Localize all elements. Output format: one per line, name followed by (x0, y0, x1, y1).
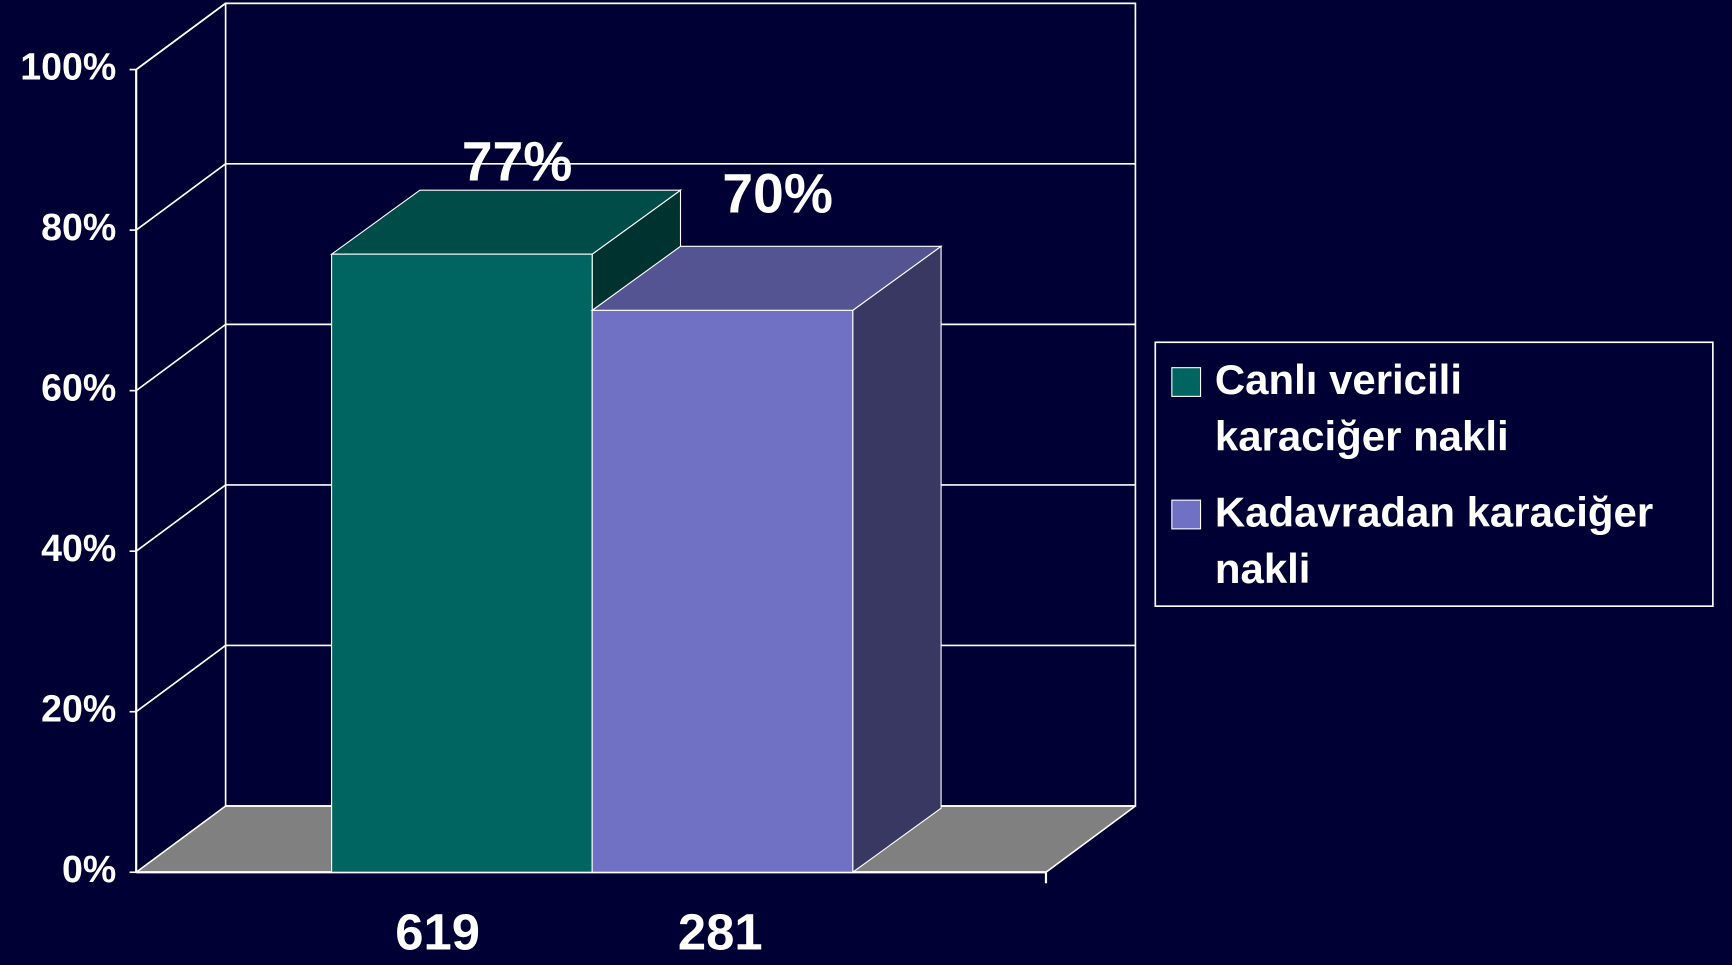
legend-swatch (1171, 367, 1202, 397)
legend-box (1154, 341, 1714, 607)
grid-line (135, 323, 227, 392)
bar (591, 309, 854, 873)
grid-line (135, 163, 227, 231)
grid-line (135, 805, 227, 873)
y-tick-label: 100% (20, 45, 116, 87)
y-tick-label: 40% (41, 527, 116, 569)
grid-line (135, 484, 227, 552)
legend-swatch (1171, 499, 1202, 530)
y-tick-label: 60% (41, 367, 116, 409)
grid-line (135, 2, 227, 71)
x-tick-label: 619 (395, 904, 480, 961)
y-tick-label: 0% (62, 848, 116, 890)
x-tick-label: 281 (678, 904, 763, 961)
data-label: 77% (462, 130, 572, 192)
y-tick-label: 80% (41, 206, 116, 248)
y-tick-label: 20% (41, 688, 116, 730)
grid-line (135, 644, 227, 713)
data-label: 70% (722, 162, 832, 224)
legend-label: Kadavradan karaciğer nakli (1215, 489, 1665, 592)
legend-label: Canlı vericili karaciğer nakli (1215, 356, 1509, 459)
bar-side (852, 245, 942, 874)
floor-edge (1045, 805, 1136, 873)
bar (331, 253, 593, 873)
